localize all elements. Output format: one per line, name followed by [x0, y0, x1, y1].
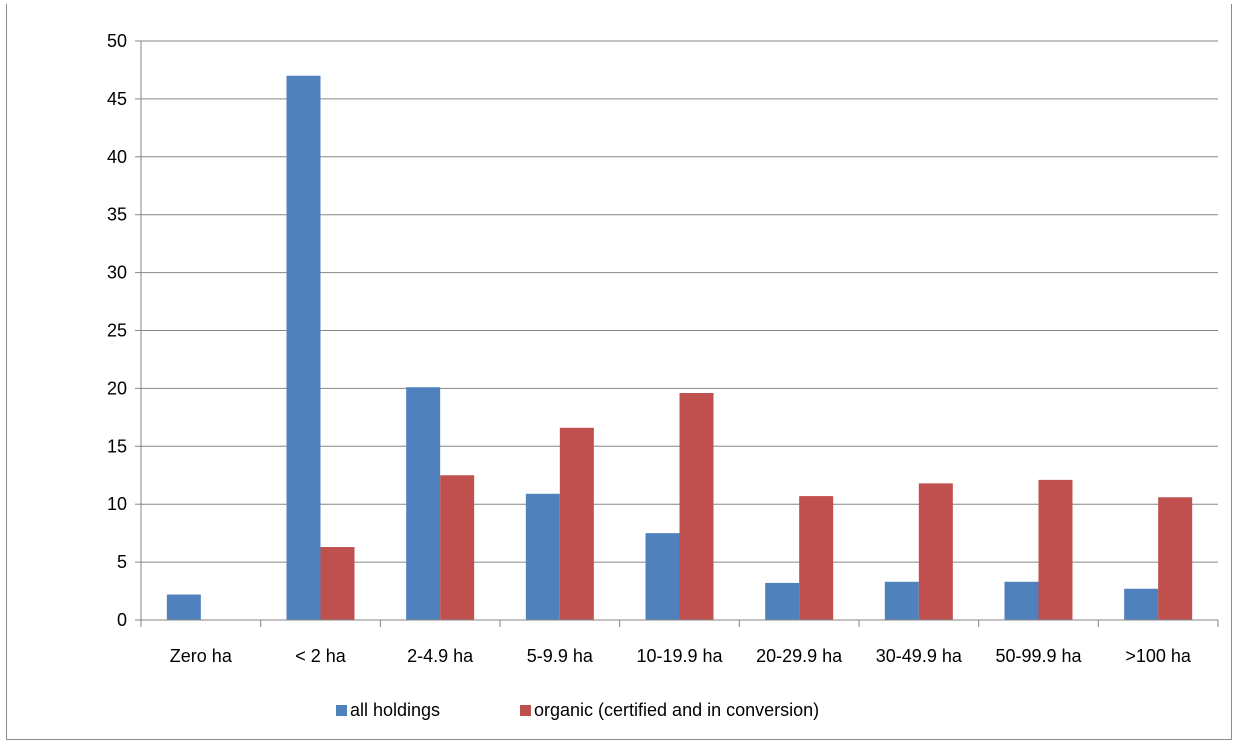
y-tick-label: 0 [117, 610, 127, 630]
x-category-label: >100 ha [1125, 646, 1192, 666]
y-tick-label: 40 [107, 147, 127, 167]
bar [1039, 480, 1073, 620]
x-category-label: Zero ha [170, 646, 233, 666]
x-category-label: 5-9.9 ha [527, 646, 594, 666]
bar [885, 582, 919, 620]
y-tick-label: 20 [107, 378, 127, 398]
y-tick-label: 45 [107, 89, 127, 109]
y-tick-label: 25 [107, 321, 127, 341]
y-tick-label: 5 [117, 552, 127, 572]
bar [1158, 497, 1192, 620]
bar [1005, 582, 1039, 620]
bar [440, 475, 474, 620]
x-category-label: < 2 ha [295, 646, 347, 666]
legend-label: all holdings [350, 700, 440, 720]
bar [287, 76, 321, 620]
bar [167, 595, 201, 620]
y-axis-tick-labels: 0 5 10 15 20 25 30 35 40 45 50 [107, 31, 127, 630]
legend: all holdings organic (certified and in co… [336, 700, 819, 720]
legend-label: organic (certified and in conversion) [534, 700, 819, 720]
x-category-label: 20-29.9 ha [756, 646, 843, 666]
bar [919, 483, 953, 620]
legend-swatch [336, 705, 347, 716]
bar [799, 496, 833, 620]
y-tick-label: 50 [107, 31, 127, 51]
x-category-label: 30-49.9 ha [876, 646, 963, 666]
y-tick-label: 30 [107, 263, 127, 283]
bar [321, 547, 355, 620]
bar [1124, 589, 1158, 620]
x-category-label: 10-19.9 ha [636, 646, 723, 666]
bar [765, 583, 799, 620]
bar [680, 393, 714, 620]
x-axis-category-labels: Zero ha < 2 ha 2-4.9 ha 5-9.9 ha 10-19.9 ha 2… [170, 646, 1192, 666]
bar [526, 494, 560, 620]
bars [167, 76, 1192, 620]
legend-swatch [520, 705, 531, 716]
bar [646, 533, 680, 620]
y-tick-label: 35 [107, 205, 127, 225]
bar [406, 387, 440, 620]
y-tick-label: 10 [107, 494, 127, 514]
y-tick-label: 15 [107, 436, 127, 456]
x-category-label: 2-4.9 ha [407, 646, 474, 666]
x-category-label: 50-99.9 ha [995, 646, 1082, 666]
bar [560, 428, 594, 620]
